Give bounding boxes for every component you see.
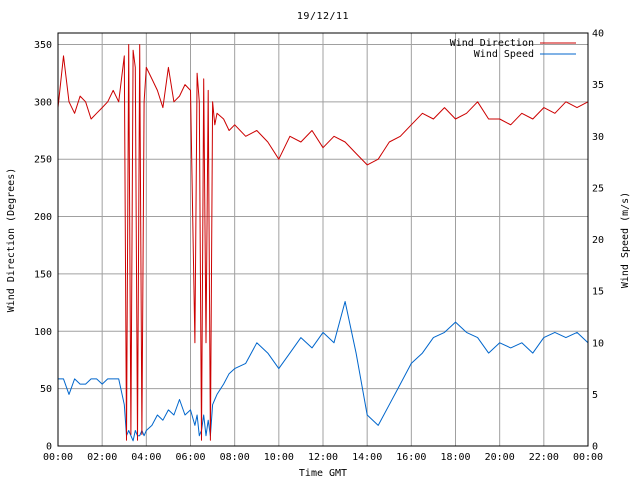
legend: Wind Direction Wind Speed [450,38,576,60]
series-layer [57,44,589,442]
y-left-tick-label: 200 [34,212,52,223]
y-right-tick-label: 40 [592,29,604,40]
y-left-tick-label: 50 [40,384,52,395]
y-left-tick-label: 150 [34,269,52,280]
x-tick-label: 18:00 [440,452,470,463]
y-left-tick-label: 0 [46,442,52,453]
x-tick-label: 00:00 [573,452,603,463]
y-axis-right-label: Wind Speed (m/s) [620,192,631,288]
right-tick-labels: 0 5 10 15 20 25 30 35 40 [592,29,604,453]
y-right-tick-label: 20 [592,235,604,246]
y-right-tick-label: 5 [592,390,598,401]
x-tick-label: 08:00 [220,452,250,463]
x-tick-label: 14:00 [352,452,382,463]
chart-title: 19/12/11 [297,11,349,22]
x-tick-label: 16:00 [396,452,426,463]
x-tick-label: 22:00 [529,452,559,463]
x-tick-label: 02:00 [87,452,117,463]
x-tick-label: 04:00 [131,452,161,463]
y-right-tick-label: 0 [592,442,598,453]
y-left-tick-label: 100 [34,327,52,338]
x-tick-label: 12:00 [308,452,338,463]
legend-label-wind-speed: Wind Speed [474,49,534,60]
x-tick-label: 06:00 [175,452,205,463]
y-left-tick-label: 300 [34,97,52,108]
y-left-tick-label: 350 [34,40,52,51]
x-tick-labels: 00:00 02:00 04:00 06:00 08:00 10:00 12:00 14:00… [43,452,603,463]
series-line-wind-direction [57,44,589,441]
x-axis-label: Time GMT [299,468,347,479]
y-right-tick-label: 10 [592,338,604,349]
y-right-tick-label: 15 [592,287,604,298]
x-tick-label: 20:00 [485,452,515,463]
x-tick-label: 10:00 [264,452,294,463]
y-left-tick-label: 250 [34,155,52,166]
y-right-tick-label: 25 [592,183,604,194]
x-tick-label: 00:00 [43,452,73,463]
y-axis-left-label: Wind Direction (Degrees) [6,168,17,313]
left-tick-labels: 0 50 100 150 200 250 300 350 [34,40,52,453]
y-right-tick-label: 30 [592,132,604,143]
grid [57,33,589,447]
plot-frame [57,32,589,447]
y-right-tick-label: 35 [592,80,604,91]
legend-label-wind-direction: Wind Direction [450,38,534,49]
